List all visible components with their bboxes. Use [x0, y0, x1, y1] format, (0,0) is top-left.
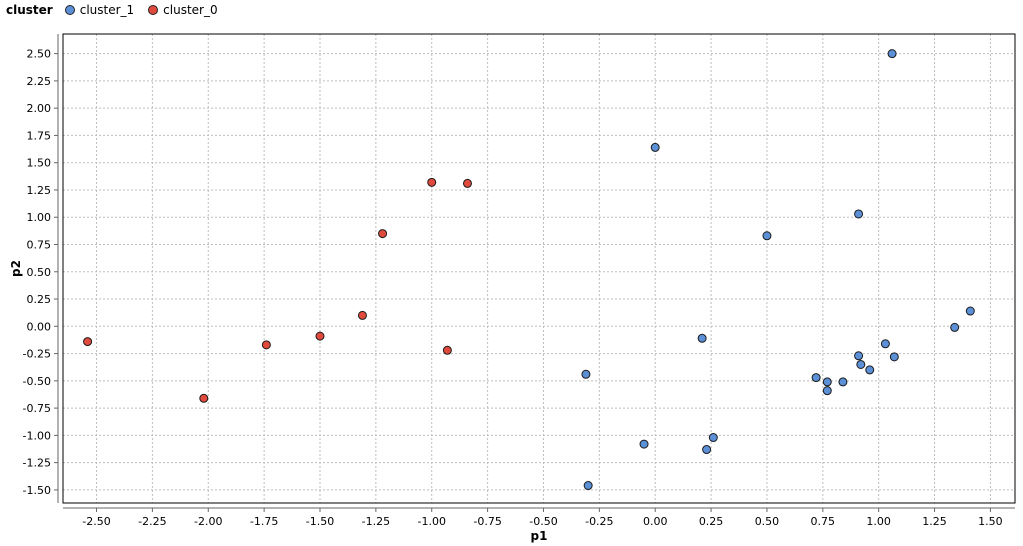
x-tick-label: -2.25	[138, 515, 166, 528]
y-tick-label: 2.25	[27, 75, 52, 88]
y-tick-label: -0.50	[23, 375, 51, 388]
y-tick-label: 1.50	[27, 157, 52, 170]
point-cluster-0	[462, 178, 472, 188]
x-tick-label: -0.75	[473, 515, 501, 528]
y-tick-label: -0.75	[23, 402, 51, 415]
y-axis-label: p2	[9, 260, 23, 277]
point-cluster-1	[581, 369, 591, 379]
y-tick-label: 0.00	[27, 320, 52, 333]
x-tick-label: -1.25	[362, 515, 390, 528]
point-cluster-1	[880, 339, 890, 349]
grid	[63, 34, 1015, 503]
x-axis-label: p1	[531, 529, 548, 543]
point-cluster-1	[950, 322, 960, 332]
y-tick-label: -1.50	[23, 484, 51, 497]
y-tick-label: 2.00	[27, 102, 52, 115]
y-tick-label: 2.50	[27, 48, 52, 61]
point-cluster-1	[639, 439, 649, 449]
point-cluster-0	[199, 393, 209, 403]
x-tick-label: -1.50	[306, 515, 334, 528]
y-tick-label: 0.25	[27, 293, 52, 306]
point-cluster-0	[378, 229, 388, 239]
point-cluster-1	[650, 142, 660, 152]
point-cluster-1	[811, 373, 821, 383]
x-tick-label: -1.00	[417, 515, 445, 528]
point-cluster-1	[762, 231, 772, 241]
point-cluster-1	[708, 433, 718, 443]
legend-item-cluster-1: cluster_1	[64, 3, 135, 17]
point-cluster-1	[822, 386, 832, 396]
y-tick-label: 0.75	[27, 239, 52, 252]
point-cluster-0	[315, 331, 325, 341]
y-tick-label: 0.50	[27, 266, 52, 279]
point-cluster-0	[427, 177, 437, 187]
x-tick-label: -1.75	[250, 515, 278, 528]
point-cluster-1	[887, 49, 897, 59]
x-tick-label: 1.50	[978, 515, 1003, 528]
legend-swatch-cluster-1	[64, 5, 75, 15]
legend-swatch-cluster-0	[148, 5, 159, 15]
point-cluster-1	[702, 445, 712, 455]
point-cluster-1	[854, 351, 864, 361]
legend-label-cluster-1: cluster_1	[79, 3, 135, 17]
point-cluster-0	[357, 310, 367, 320]
y-tick-label: -1.25	[23, 457, 51, 470]
x-tick-label: -0.50	[529, 515, 557, 528]
y-axis: -1.50 -1.25 -1.00 -0.75 -0.50 -0.25 0.00 0.25 0.…	[23, 34, 59, 503]
x-tick-label: 1.25	[922, 515, 947, 528]
x-tick-label: -0.25	[585, 515, 613, 528]
point-cluster-1	[697, 333, 707, 343]
x-tick-label: 0.00	[643, 515, 668, 528]
legend-label-cluster-0: cluster_0	[163, 3, 218, 17]
point-cluster-1	[583, 481, 593, 491]
point-cluster-1	[965, 306, 975, 316]
point-cluster-0	[261, 340, 271, 350]
y-tick-label: 1.75	[27, 129, 52, 142]
point-cluster-1	[856, 359, 866, 369]
x-tick-label: 0.25	[699, 515, 724, 528]
x-tick-label: -2.00	[194, 515, 222, 528]
point-cluster-1	[822, 377, 832, 387]
legend-item-cluster-0: cluster_0	[148, 3, 218, 17]
legend: cluster cluster_1 cluster_0	[6, 3, 232, 17]
plot-area	[62, 33, 1016, 504]
y-tick-label: 1.25	[27, 184, 52, 197]
point-cluster-1	[865, 365, 875, 375]
y-tick-label: -1.00	[23, 429, 51, 442]
point-cluster-0	[83, 337, 93, 347]
x-tick-label: 0.50	[755, 515, 780, 528]
x-tick-label: 0.75	[811, 515, 836, 528]
data-points	[83, 49, 975, 491]
y-tick-label: 1.00	[27, 211, 52, 224]
point-cluster-1	[854, 209, 864, 219]
point-cluster-0	[442, 345, 452, 355]
x-tick-label: 1.00	[866, 515, 891, 528]
x-tick-label: -2.50	[82, 515, 110, 528]
point-cluster-1	[838, 377, 848, 387]
point-cluster-1	[889, 352, 899, 362]
y-tick-label: -0.25	[23, 348, 51, 361]
legend-title: cluster	[6, 3, 53, 17]
x-axis: -2.50 -2.25 -2.00 -1.75 -1.50 -1.25 -1.00 -0.75…	[63, 507, 1015, 528]
